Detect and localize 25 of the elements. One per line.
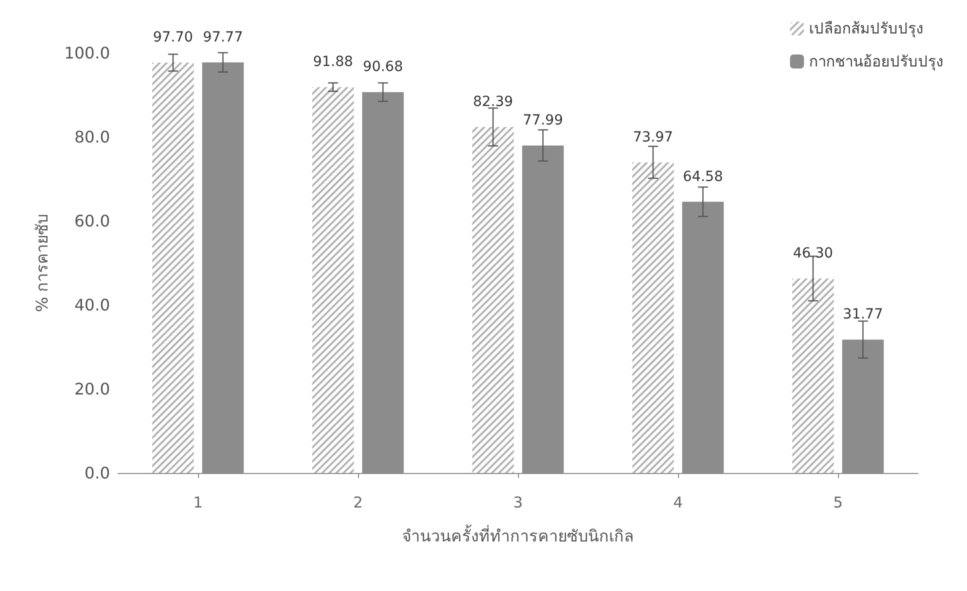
x-tick-label: 3	[513, 494, 523, 512]
data-label: 90.68	[362, 59, 404, 76]
data-label: 31.77	[842, 306, 884, 323]
data-label: 77.99	[522, 112, 564, 128]
legend-label: กากชานอ้อยปรับปรุง	[809, 52, 943, 72]
y-tick-label: 80.0	[74, 128, 110, 146]
x-tick-label: 2	[353, 494, 363, 512]
data-label: 73.97	[632, 129, 674, 146]
y-tick-label: 20.0	[74, 380, 110, 398]
y-tick-label: 100.0	[64, 44, 110, 62]
x-tick-label: 5	[833, 494, 843, 512]
data-label: 97.77	[202, 29, 244, 46]
data-label: 82.39	[472, 94, 514, 110]
x-axis-title: จำนวนครั้งที่ทำการคายซับนิกเกิล	[402, 524, 634, 546]
y-axis-title: % การคายซับ	[32, 214, 52, 312]
data-label: 91.88	[312, 54, 354, 70]
data-label: 97.70	[152, 30, 194, 46]
x-tick-label: 4	[673, 494, 683, 512]
y-tick-label: 60.0	[74, 212, 110, 230]
x-tick-label: 1	[193, 494, 203, 512]
y-tick-label: 40.0	[74, 296, 110, 314]
data-label: 64.58	[682, 168, 724, 185]
data-label: 46.30	[792, 246, 834, 262]
legend-label: เปลือกส้มปรับปรุง	[809, 20, 923, 38]
y-tick-label: 0.0	[84, 464, 110, 482]
